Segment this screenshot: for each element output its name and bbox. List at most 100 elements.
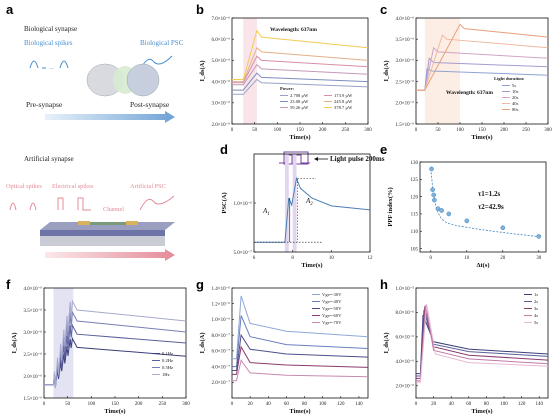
x-axis-label: Time(s) xyxy=(301,262,322,269)
legend-label: 20s xyxy=(512,95,519,100)
axis-frame xyxy=(415,287,549,399)
y-tick-label: 1.0×10⁻⁵ xyxy=(396,286,415,292)
legend-label: 2.708 μW xyxy=(290,93,309,98)
y-tick-label: 8.0×10⁻⁶ xyxy=(396,310,415,316)
data-point xyxy=(536,234,542,239)
legend-label: 59.26 μW xyxy=(290,105,309,110)
y-tick-label: 2.5×10⁻⁶ xyxy=(396,79,415,85)
axis-frame xyxy=(231,287,369,399)
x-tick-label: 80 xyxy=(302,402,308,407)
x-tick-label: 20 xyxy=(500,256,506,261)
x-tick-label: 150 xyxy=(111,402,119,407)
x-tick-label: 150 xyxy=(296,128,304,133)
series-line xyxy=(232,63,369,86)
axis-frame xyxy=(253,153,371,253)
y-tick-label: 120 xyxy=(411,195,419,200)
legend-label: 4s xyxy=(534,313,538,318)
fit-curve xyxy=(430,168,539,237)
bio-direction-arrow xyxy=(45,111,175,123)
x-tick-label: 140 xyxy=(535,402,543,407)
light-pulse-label: Light pulse 200ms xyxy=(330,155,385,163)
tau2-label: τ2=42.9s xyxy=(478,203,504,211)
legend-label: 1Hz xyxy=(162,372,170,377)
legend-title: Power: xyxy=(280,86,294,91)
y-tick-label: 4.0×10⁻⁶ xyxy=(212,79,231,85)
x-tick-label: 12 xyxy=(368,256,374,261)
legend-label: Vgs=-40V xyxy=(322,299,342,304)
legend-label: 173.9 μW xyxy=(334,93,353,98)
chart-h: 0 20 40 60 80 100 120 140 2.0×10⁻⁶ 4.0×10⁻⁶ 6.0×10… xyxy=(383,286,549,415)
y-tick-label: 3.0×10⁻⁶ xyxy=(212,101,231,107)
device-substrate xyxy=(40,236,165,246)
y-tick-label: 5.0×10⁻⁷ xyxy=(234,250,253,256)
device-channel xyxy=(90,222,126,225)
electrical-spikes-label: Electrical spikes xyxy=(52,183,94,190)
y-tick-label: 6.0×10⁻⁷ xyxy=(212,349,231,355)
legend-label: 5s xyxy=(512,83,516,88)
x-tick-label: 0 xyxy=(415,402,418,407)
panel-letter-g: g xyxy=(196,277,204,292)
y-tick-label: 1.2×10⁻⁶ xyxy=(212,302,231,308)
x-tick-label: 10 xyxy=(329,256,335,261)
y-tick-label: 4.0×10⁻⁷ xyxy=(212,364,231,370)
series-line xyxy=(416,314,549,375)
series-line xyxy=(44,299,187,389)
legend-title: Light duration: xyxy=(494,76,525,81)
x-tick-label: 200 xyxy=(500,128,508,133)
x-tick-label: 300 xyxy=(544,128,552,133)
pulse-shade-1 xyxy=(284,154,289,252)
bio-spike-trace xyxy=(29,60,69,69)
legend-label: 0.1Hz xyxy=(162,351,173,356)
y-tick-label: 5.0×10⁻⁶ xyxy=(212,58,231,64)
chart-g: 0 20 40 60 80 100 120 140 2.0×10⁻⁷ 4.0×10⁻⁷ 6.0×10… xyxy=(199,286,369,415)
y-tick-label: 2.0×10⁻⁶ xyxy=(24,374,43,380)
x-tick-label: 100 xyxy=(274,128,282,133)
x-tick-label: 200 xyxy=(135,402,143,407)
series-line xyxy=(416,305,549,382)
x-tick-label: 300 xyxy=(182,402,190,407)
y-axis-label: I_ds(A) xyxy=(199,333,206,354)
y-tick-label: 1.5×10⁻⁶ xyxy=(24,396,43,402)
chart-b: 0 50 100 150 200 250 300 2.0×10⁻⁶ 3.0×10⁻⁶ 4.0×10… xyxy=(199,16,372,141)
series-line xyxy=(232,315,369,368)
x-tick-label: 0 xyxy=(430,256,433,261)
x-tick-label: 50 xyxy=(252,128,257,133)
art-synapse-title: Artificial synapse xyxy=(24,155,74,163)
y-tick-label: 2.0×10⁻⁶ xyxy=(396,384,415,390)
x-tick-label: 250 xyxy=(522,128,530,133)
y-tick-label: 1.4×10⁻⁶ xyxy=(212,286,231,292)
x-tick-label: 250 xyxy=(159,402,167,407)
y-axis-label: PSC(A) xyxy=(221,192,228,213)
y-tick-label: 6.0×10⁻⁶ xyxy=(212,37,231,43)
y-tick-label: 2.0×10⁻⁷ xyxy=(212,380,231,386)
legend-label: Vgs=-30V xyxy=(322,292,342,297)
x-tick-label: 40 xyxy=(266,402,272,407)
x-tick-label: 150 xyxy=(478,128,486,133)
x-tick-label: 50 xyxy=(65,402,71,407)
series-line xyxy=(416,303,549,383)
x-tick-label: 10 xyxy=(464,256,470,261)
panel-letter-d: d xyxy=(220,142,228,157)
y-tick-label: 4.0×10⁻⁶ xyxy=(24,286,43,292)
bio-dots: ... xyxy=(49,65,54,71)
bio-spikes-label: Biological spikes xyxy=(24,39,73,47)
y-tick-label: 3.5×10⁻⁶ xyxy=(396,37,415,43)
post-synapse-label: Post-synapse xyxy=(130,100,170,109)
optical-spike-trace xyxy=(9,202,37,211)
x-axis-label: Time(s) xyxy=(471,134,492,141)
y-axis-label: I_ds(A) xyxy=(383,333,390,354)
x-tick-label: 140 xyxy=(355,402,363,407)
data-point xyxy=(430,187,435,193)
series-line xyxy=(232,46,369,83)
y-tick-label: 3.0×10⁻⁶ xyxy=(396,58,415,64)
artificial-psc-label: Artificial PSC xyxy=(130,183,166,190)
legend-label: 80s xyxy=(512,107,519,112)
legend-label: 23.08 μW xyxy=(290,99,309,104)
y-tick-label: 105 xyxy=(411,247,419,252)
source-electrode xyxy=(78,221,90,225)
legend-label: 5s xyxy=(534,320,538,325)
x-tick-label: 250 xyxy=(342,128,350,133)
legend-label: 0.5Hz xyxy=(162,365,173,370)
series-line xyxy=(416,309,549,377)
x-tick-label: 50 xyxy=(436,128,442,133)
